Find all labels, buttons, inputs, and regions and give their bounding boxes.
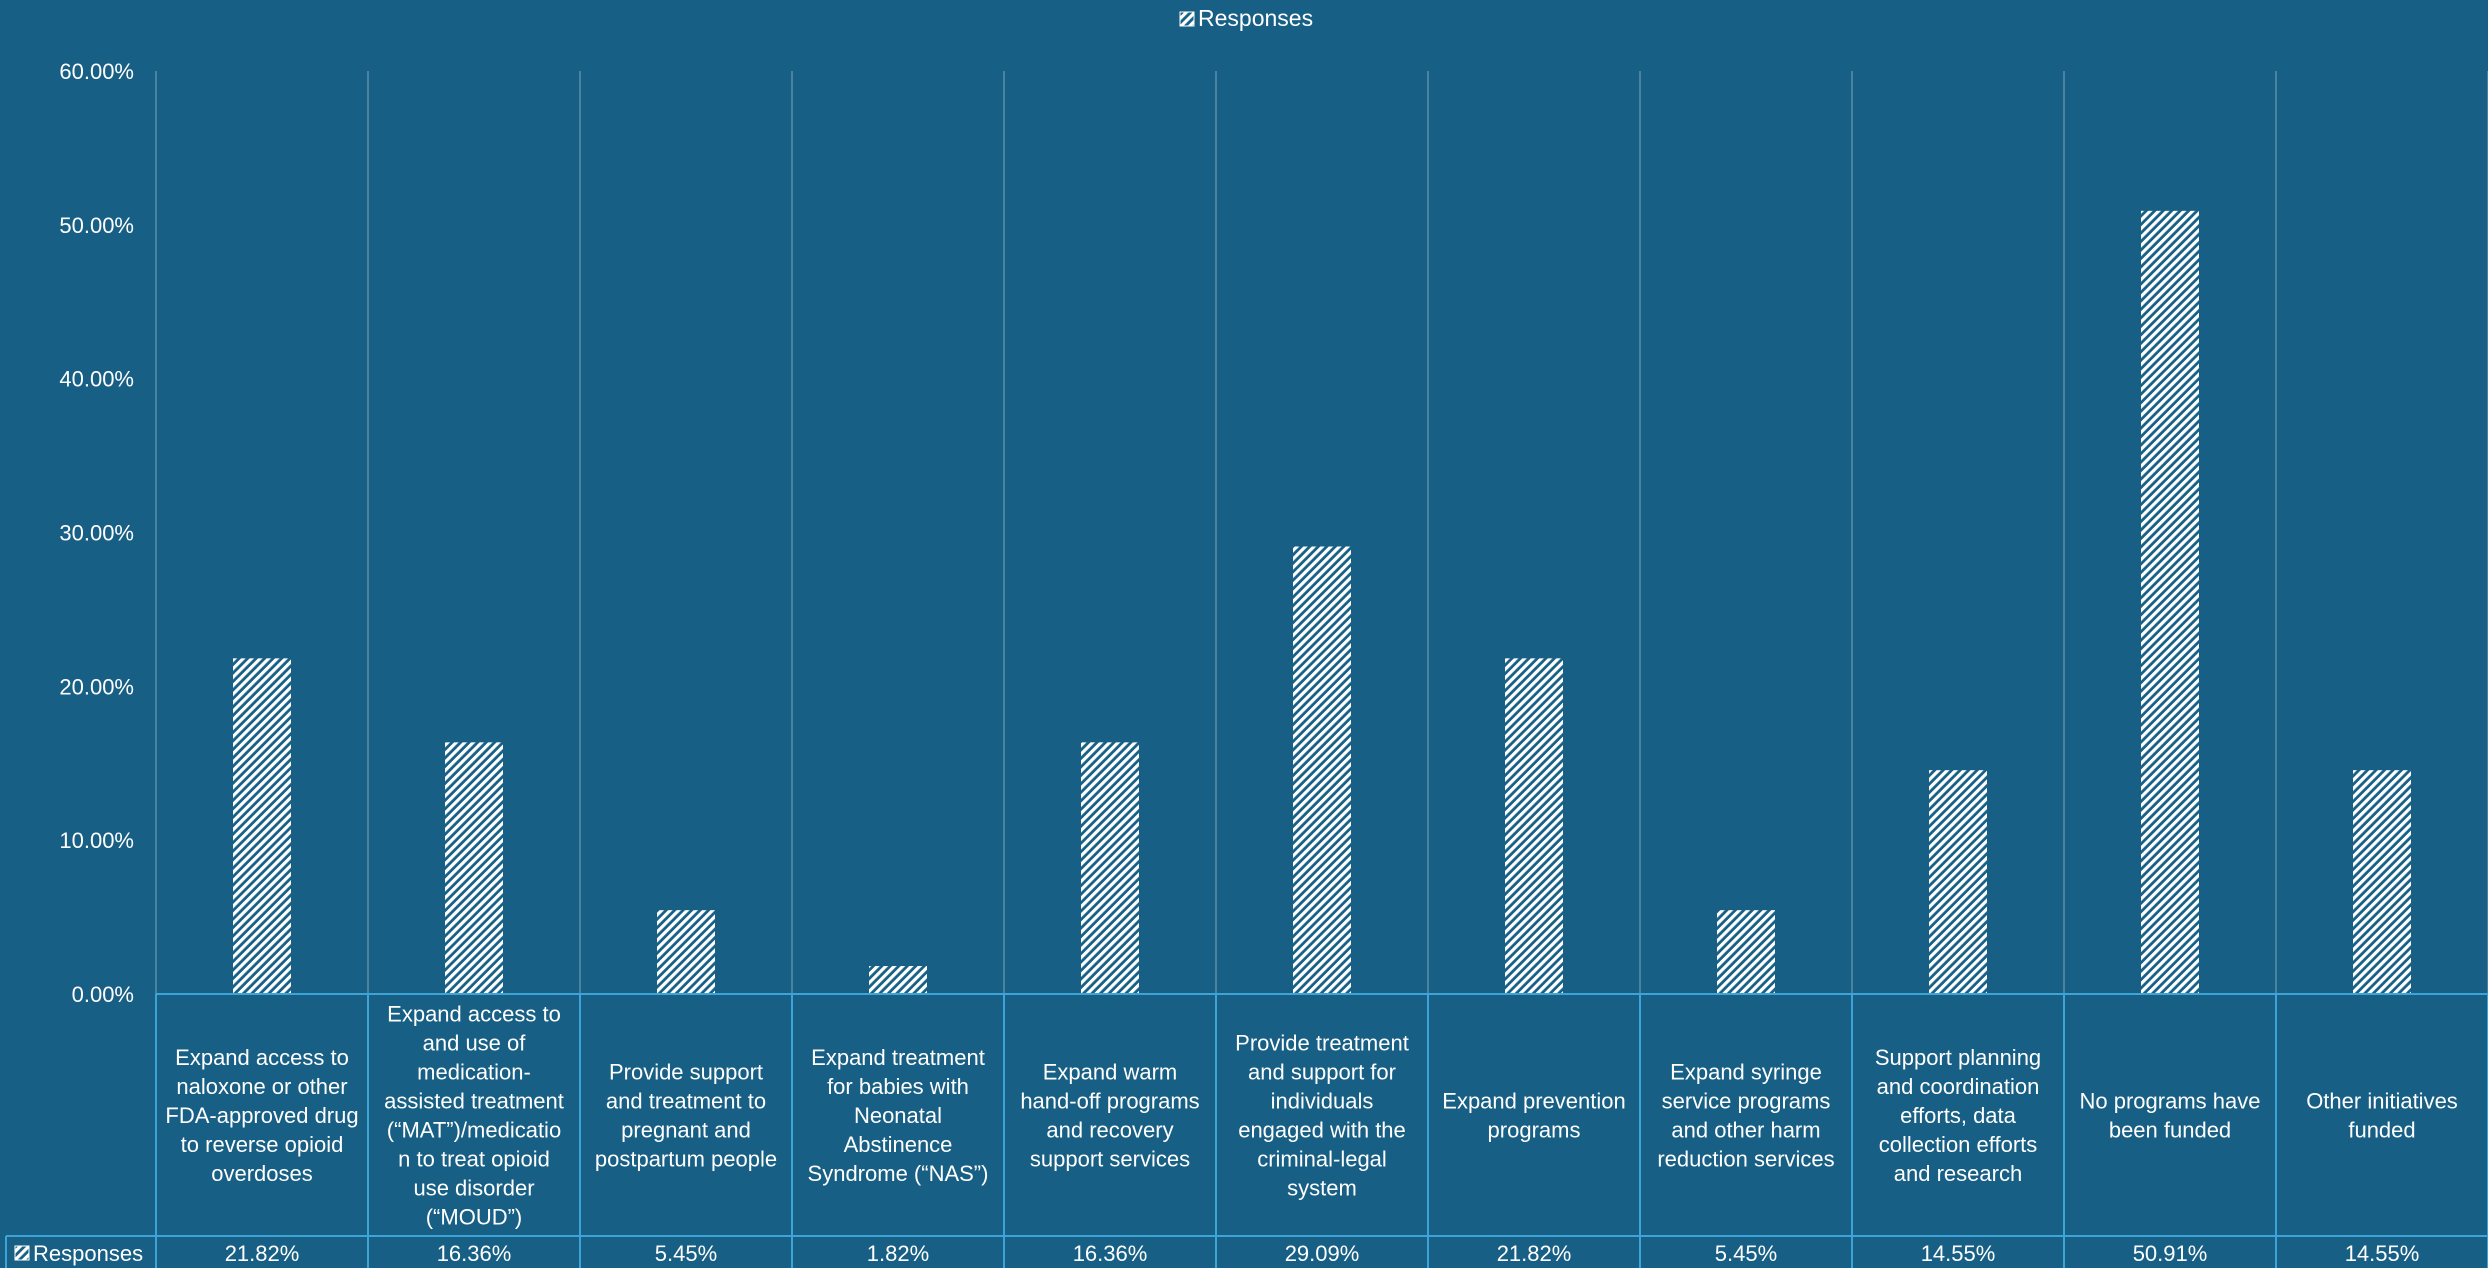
- y-tick-label: 0.00%: [72, 982, 134, 1007]
- category-label-line: been funded: [2109, 1118, 2231, 1143]
- bar: [1505, 658, 1563, 994]
- category-label-line: n to treat opioid: [398, 1147, 550, 1172]
- category-label-line: (“MOUD”): [426, 1205, 523, 1230]
- data-table: Responses 21.82% 16.36% 5.45% 1.82% 16.36% 29…: [5, 993, 2488, 1268]
- y-tick-label: 50.00%: [59, 213, 134, 238]
- bar: [1293, 546, 1351, 994]
- table-value: 21.82%: [1497, 1241, 1572, 1266]
- bar: [445, 742, 503, 994]
- category-label-line: efforts, data: [1900, 1103, 2017, 1128]
- bar: [869, 966, 927, 994]
- category-label-line: criminal-legal: [1257, 1147, 1387, 1172]
- category-labels: Expand access to naloxone or other FDA-app…: [165, 1002, 2457, 1230]
- category-label-line: Neonatal: [854, 1103, 942, 1128]
- category-label-line: Expand prevention: [1442, 1089, 1625, 1114]
- bars: [233, 210, 2411, 995]
- category-label: Expand treatment for babies with Neonatal A…: [808, 1045, 989, 1186]
- bar: [2353, 770, 2411, 994]
- table-value: 5.45%: [1715, 1241, 1777, 1266]
- table-value: 21.82%: [225, 1241, 300, 1266]
- category-label-line: for babies with: [827, 1074, 969, 1099]
- category-label-line: programs: [1488, 1118, 1581, 1143]
- legend: Responses: [1179, 5, 1313, 31]
- y-axis: 0.00% 10.00% 20.00% 30.00% 40.00% 50.00% 60.00…: [59, 59, 134, 1007]
- category-label-line: assisted treatment: [384, 1089, 564, 1114]
- category-label-line: collection efforts: [1879, 1132, 2038, 1157]
- table-value: 14.55%: [1921, 1241, 1996, 1266]
- category-label: Expand access to and use of medication-ass…: [384, 1002, 564, 1230]
- y-tick-label: 20.00%: [59, 674, 134, 699]
- category-label-line: to reverse opioid: [181, 1132, 344, 1157]
- category-label-line: Expand access to: [387, 1002, 561, 1027]
- category-label: Expand access to naloxone or other FDA-app…: [165, 1045, 358, 1186]
- category-label-line: Expand treatment: [811, 1045, 985, 1070]
- category-label-line: overdoses: [211, 1161, 313, 1186]
- table-value: 50.91%: [2133, 1241, 2208, 1266]
- y-tick-label: 40.00%: [59, 367, 134, 392]
- table-value: 29.09%: [1285, 1241, 1360, 1266]
- table-value: 5.45%: [655, 1241, 717, 1266]
- category-label: Support planning and coordination efforts,…: [1875, 1045, 2041, 1186]
- category-label-line: No programs have: [2080, 1089, 2261, 1114]
- category-label-line: and other harm: [1671, 1118, 1820, 1143]
- category-label-line: use disorder: [413, 1176, 534, 1201]
- table-value: 16.36%: [1073, 1241, 1148, 1266]
- bar: [657, 910, 715, 994]
- category-label: Other initiatives funded: [2306, 1089, 2458, 1143]
- table-value: 14.55%: [2345, 1241, 2420, 1266]
- grid: [155, 71, 2488, 994]
- category-label-line: Expand access to: [175, 1045, 349, 1070]
- category-label-line: Other initiatives: [2306, 1089, 2458, 1114]
- category-label-line: hand-off programs: [1020, 1089, 1199, 1114]
- category-label-line: and use of: [423, 1031, 527, 1056]
- bar: [233, 658, 291, 994]
- category-label-line: naloxone or other: [176, 1074, 347, 1099]
- category-label-line: Abstinence: [844, 1132, 953, 1157]
- category-label-line: (“MAT”)/medicatio: [387, 1118, 561, 1143]
- category-label-line: Syndrome (“NAS”): [808, 1161, 989, 1186]
- category-label: Expand syringe service programs and other …: [1657, 1060, 1834, 1172]
- category-label-line: support services: [1030, 1147, 1190, 1172]
- category-label-line: and recovery: [1046, 1118, 1173, 1143]
- category-label: Provide support and treatment to pregnant …: [595, 1060, 777, 1172]
- category-label-line: funded: [2348, 1118, 2415, 1143]
- category-label-line: and coordination: [1877, 1074, 2040, 1099]
- category-label: Provide treatment and support for individu…: [1235, 1031, 1409, 1201]
- category-label-line: service programs: [1662, 1089, 1831, 1114]
- category-label-line: and research: [1894, 1161, 2022, 1186]
- category-label-line: reduction services: [1657, 1147, 1834, 1172]
- legend-label: Responses: [1198, 5, 1313, 31]
- bar: [1717, 910, 1775, 994]
- category-label-line: Provide support: [609, 1060, 763, 1085]
- category-label-line: and treatment to: [606, 1089, 766, 1114]
- bar: [2141, 210, 2199, 995]
- category-label-line: Support planning: [1875, 1045, 2041, 1070]
- category-label: Expand warm hand-off programs and recovery…: [1020, 1060, 1199, 1172]
- y-tick-label: 60.00%: [59, 59, 134, 84]
- table-legend-swatch: [14, 1245, 30, 1261]
- category-label-line: Expand syringe: [1670, 1060, 1822, 1085]
- category-label-line: Provide treatment: [1235, 1031, 1409, 1056]
- category-label-line: engaged with the: [1238, 1118, 1406, 1143]
- y-tick-label: 30.00%: [59, 521, 134, 546]
- table-value: 16.36%: [437, 1241, 512, 1266]
- category-label-line: Expand warm: [1043, 1060, 1178, 1085]
- category-label-line: pregnant and: [621, 1118, 751, 1143]
- category-label-line: medication-: [417, 1060, 531, 1085]
- legend-swatch: [1179, 11, 1195, 27]
- category-label: Expand prevention programs: [1442, 1089, 1625, 1143]
- category-label-line: and support for: [1248, 1060, 1396, 1085]
- category-label-line: system: [1287, 1176, 1357, 1201]
- category-label-line: postpartum people: [595, 1147, 777, 1172]
- bar: [1929, 770, 1987, 994]
- table-series-name: Responses: [33, 1241, 143, 1266]
- category-label-line: individuals: [1271, 1089, 1374, 1114]
- category-label-line: FDA-approved drug: [165, 1103, 358, 1128]
- y-tick-label: 10.00%: [59, 828, 134, 853]
- category-label: No programs have been funded: [2080, 1089, 2261, 1143]
- bar: [1081, 742, 1139, 994]
- table-value: 1.82%: [867, 1241, 929, 1266]
